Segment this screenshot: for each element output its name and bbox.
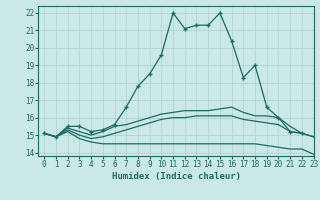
X-axis label: Humidex (Indice chaleur): Humidex (Indice chaleur) — [111, 172, 241, 181]
